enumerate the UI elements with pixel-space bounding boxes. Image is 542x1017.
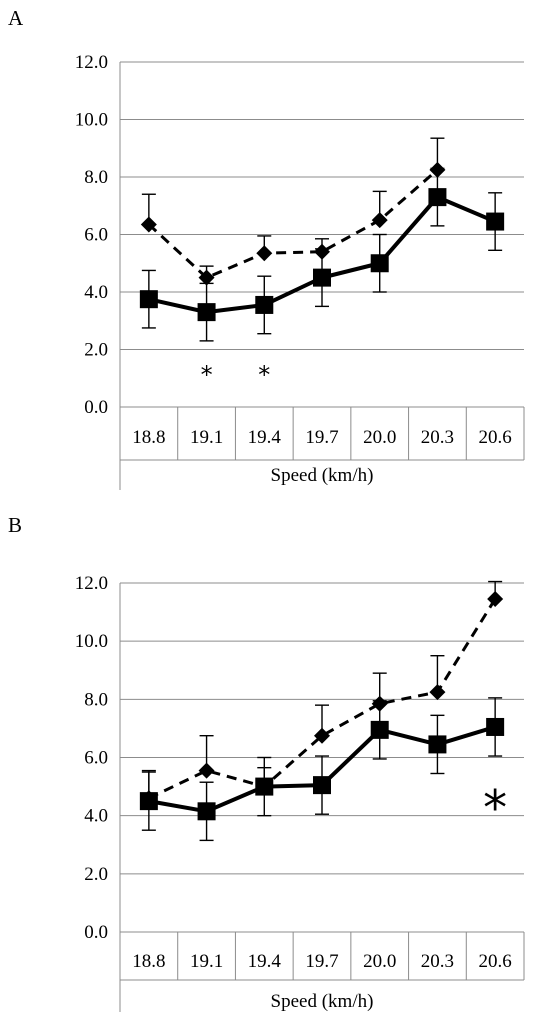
chart-a-square-marker: [139, 290, 158, 309]
chart-a-square-marker: [197, 303, 216, 322]
panel-a-label: A: [8, 6, 24, 30]
chart-a-y-tick-label: 6.0: [84, 225, 108, 246]
chart-a-x-axis-title: Speed (km/h): [271, 465, 374, 486]
chart-a-y-tick-label: 10.0: [75, 110, 108, 131]
chart-b-x-tick-label: 20.6: [479, 951, 512, 972]
chart-a-x-tick-label: 20.6: [479, 427, 512, 448]
chart-b-square-marker: [197, 802, 216, 821]
chart-b-diamond-marker: [314, 727, 330, 744]
chart-b-y-tick-label: 10.0: [75, 631, 108, 652]
chart-b-y-tick-label: 6.0: [84, 748, 108, 769]
chart-a-x-tick-label: 19.4: [248, 427, 282, 448]
chart-b-x-tick-label: 20.0: [363, 951, 396, 972]
chart-b-square-marker: [428, 735, 447, 754]
chart-b-y-tick-label: 12.0: [75, 573, 108, 594]
chart-a-square-marker: [486, 212, 505, 231]
chart-b-x-tick-label: 19.1: [190, 951, 223, 972]
chart-b-y-tick-label: 8.0: [84, 689, 108, 710]
chart-a-diamond-marker: [198, 269, 215, 286]
chart-a-diamond-marker: [256, 245, 273, 262]
chart-b-square-marker: [255, 777, 274, 796]
chart-a-y-tick-label: 2.0: [84, 340, 108, 361]
chart-a-x-tick-label: 20.3: [421, 427, 454, 448]
chart-a-diamond-marker: [140, 216, 157, 233]
chart-b-square-marker: [313, 776, 331, 795]
chart-b-diamond-marker: [429, 684, 446, 701]
chart-b-square-marker: [139, 792, 158, 811]
chart-b-x-tick-label: 19.7: [305, 951, 338, 972]
chart-b-y-tick-label: 2.0: [84, 864, 108, 885]
chart-b-square-marker: [370, 720, 389, 739]
chart-a-x-tick-label: 18.8: [132, 427, 165, 448]
chart-a-series-dashed-line: [147, 168, 439, 280]
chart-a-y-tick-label: 8.0: [84, 167, 108, 188]
chart-b-square-marker: [486, 717, 505, 736]
chart-b-y-tick-label: 4.0: [84, 806, 108, 827]
panel-b-label: B: [8, 513, 23, 537]
chart-b-y-tick-label: 0.0: [84, 922, 108, 943]
chart-a-x-tick-label: 20.0: [363, 427, 396, 448]
chart-a-y-tick-label: 4.0: [84, 282, 108, 303]
chart-a-square-marker: [313, 268, 331, 287]
chart-b-x-axis-title: Speed (km/h): [271, 991, 374, 1012]
chart-a-square-marker: [255, 295, 274, 314]
chart-b-x-tick-label: 20.3: [421, 951, 454, 972]
chart-a-y-tick-label: 12.0: [75, 52, 108, 73]
chart-a-square-marker: [428, 188, 447, 207]
chart-b-significance-marker: *: [483, 780, 507, 836]
chart-a-x-tick-label: 19.7: [305, 427, 338, 448]
chart-a-significance-marker: *: [258, 361, 270, 389]
chart-b-x-tick-label: 19.4: [248, 951, 282, 972]
chart-b-diamond-marker: [487, 590, 504, 607]
chart-b-x-tick-label: 18.8: [132, 951, 165, 972]
chart-a-x-tick-label: 19.1: [190, 427, 223, 448]
chart-a-square-marker: [370, 254, 389, 273]
chart-a-y-tick-label: 0.0: [84, 397, 108, 418]
chart-a-diamond-marker: [371, 212, 388, 229]
chart-a-significance-marker: *: [201, 361, 213, 389]
chart-b-diamond-marker: [198, 762, 215, 779]
chart-a: 0.0 2.0 4.0 6.0 8.0 10.0 12.0 18.8 19.1 19.4 19.7 2…: [75, 52, 525, 490]
